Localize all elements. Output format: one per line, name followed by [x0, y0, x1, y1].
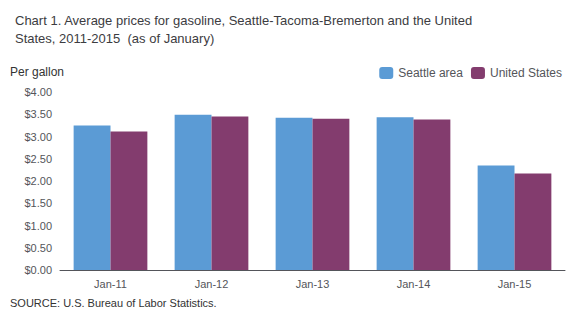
svg-text:$1.00: $1.00 — [24, 220, 52, 232]
svg-text:Per gallon: Per gallon — [10, 65, 64, 79]
svg-text:$0.50: $0.50 — [24, 242, 52, 254]
svg-text:$2.00: $2.00 — [24, 175, 52, 187]
svg-text:Chart 1. Average prices for ga: Chart 1. Average prices for gasoline, Se… — [15, 13, 472, 28]
svg-text:Jan-13: Jan-13 — [296, 278, 330, 290]
svg-text:Jan-11: Jan-11 — [94, 278, 127, 290]
svg-text:$3.50: $3.50 — [24, 108, 52, 120]
svg-text:$0.00: $0.00 — [24, 264, 52, 276]
svg-text:United States: United States — [490, 66, 562, 80]
svg-text:$2.50: $2.50 — [24, 153, 52, 165]
svg-text:$1.50: $1.50 — [24, 197, 52, 209]
svg-text:SOURCE: U.S. Bureau of Labor S: SOURCE: U.S. Bureau of Labor Statistics. — [10, 297, 217, 309]
svg-text:$3.00: $3.00 — [24, 131, 52, 143]
svg-text:Jan-15: Jan-15 — [498, 278, 532, 290]
svg-text:Seattle area: Seattle area — [398, 66, 463, 80]
svg-text:Jan-12: Jan-12 — [195, 278, 229, 290]
svg-text:Jan-14: Jan-14 — [397, 278, 431, 290]
svg-text:$4.00: $4.00 — [24, 86, 52, 98]
svg-text:States, 2011-2015 (as of Janu: States, 2011-2015 (as of January) — [15, 31, 214, 46]
